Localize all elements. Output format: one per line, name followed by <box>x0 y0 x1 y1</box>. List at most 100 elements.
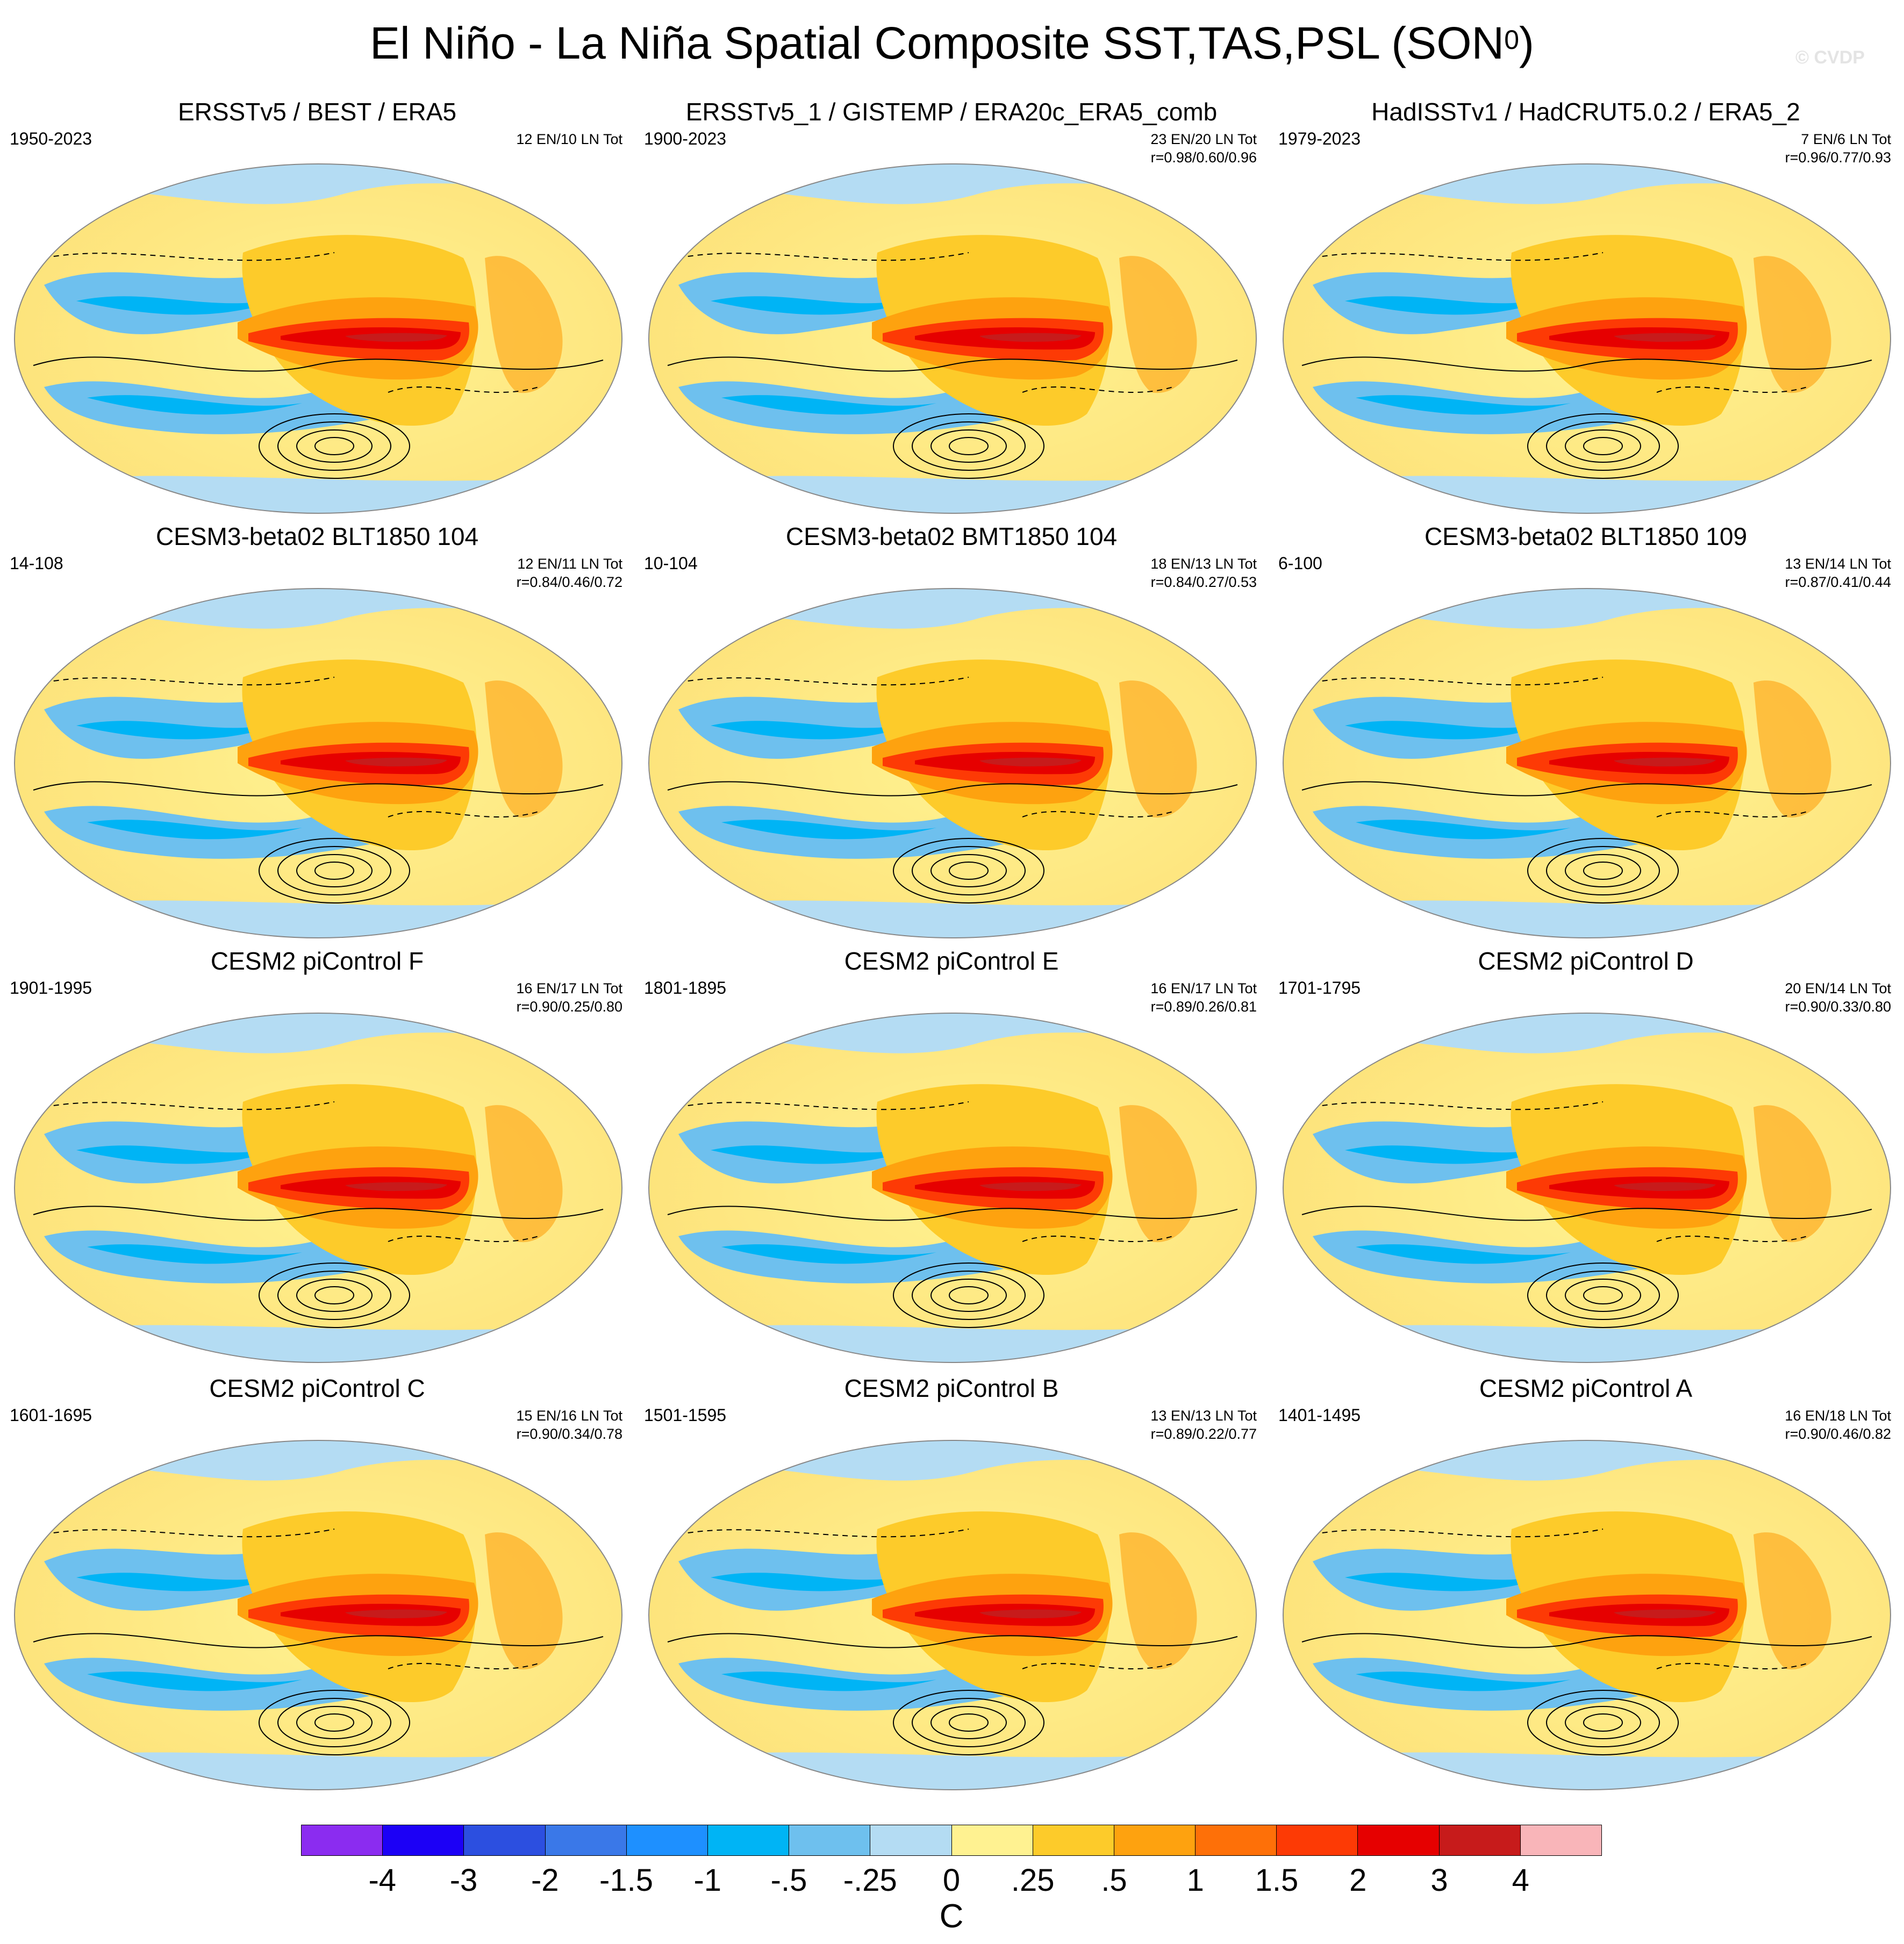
panel-stats: 12 EN/11 LN Tot r=0.84/0.46/0.72 <box>517 555 622 591</box>
panel-stats: 15 EN/16 LN Tot r=0.90/0.34/0.78 <box>516 1407 622 1443</box>
panel-title: CESM2 piControl A <box>1479 1374 1693 1402</box>
event-count: 23 EN/20 LN Tot <box>1150 131 1257 147</box>
robinson-map <box>14 1440 622 1790</box>
map-panel: CESM2 piControl D 1701-1795 20 EN/14 LN To… <box>1269 946 1903 1371</box>
panel-title: CESM2 piControl E <box>844 947 1059 975</box>
event-count: 18 EN/13 LN Tot <box>1150 556 1257 572</box>
pattern-correlation: r=0.90/0.33/0.80 <box>1785 999 1891 1015</box>
map-panel: HadISSTv1 / HadCRUT5.0.2 / ERA5_2 1979-20… <box>1269 97 1903 521</box>
pattern-correlation: r=0.90/0.34/0.78 <box>516 1426 622 1442</box>
colorbar-tick-labels: -4 -3 -2 -1.5 -1 -.5 -.25 0 .25 .5 1 1.5 2 3 4 <box>301 1862 1602 1900</box>
colorbar-tick-label: 1.5 <box>1255 1863 1299 1898</box>
colorbar-tick-label: 1 <box>1186 1863 1204 1898</box>
panel-years: 1901-1995 <box>10 978 92 998</box>
pattern-correlation: r=0.90/0.25/0.80 <box>516 999 622 1015</box>
panel-years: 1979-2023 <box>1278 129 1361 148</box>
colorbar-tick-label: -4 <box>368 1863 397 1898</box>
map-panel: CESM3-beta02 BMT1850 104 10-104 18 EN/13 L… <box>634 521 1269 946</box>
panel-years: 1501-1595 <box>644 1405 727 1425</box>
event-count: 13 EN/13 LN Tot <box>1150 1408 1257 1424</box>
map-panel: CESM2 piControl A 1401-1495 16 EN/18 LN To… <box>1269 1373 1903 1798</box>
colorbar-tick-label: -2 <box>531 1863 559 1898</box>
panel-years: 1601-1695 <box>10 1405 92 1425</box>
event-count: 16 EN/17 LN Tot <box>1150 980 1257 996</box>
robinson-map <box>1283 1440 1891 1790</box>
event-count: 12 EN/10 LN Tot <box>516 131 622 147</box>
colorbar-swatch <box>545 1825 627 1855</box>
map-panel: CESM2 piControl E 1801-1895 16 EN/17 LN To… <box>634 946 1269 1371</box>
map-panel: CESM3-beta02 BLT1850 104 14-108 12 EN/11 L… <box>0 521 634 946</box>
panel-title: CESM3-beta02 BLT1850 109 <box>1424 522 1748 550</box>
colorbar-swatch <box>383 1825 464 1855</box>
panel-years: 6-100 <box>1278 554 1322 573</box>
colorbar-tick-label: -1 <box>693 1863 722 1898</box>
panel-stats: 7 EN/6 LN Tot r=0.96/0.77/0.93 <box>1785 130 1891 167</box>
colorbar-swatch <box>789 1825 871 1855</box>
pattern-correlation: r=0.84/0.46/0.72 <box>516 574 622 590</box>
panel-title: CESM2 piControl C <box>209 1374 425 1402</box>
map-panel: CESM2 piControl B 1501-1595 13 EN/13 LN To… <box>634 1373 1269 1798</box>
colorbar-swatch <box>1358 1825 1440 1855</box>
colorbar-tick-label: -.25 <box>843 1863 897 1898</box>
panel-stats: 13 EN/14 LN Tot r=0.87/0.41/0.44 <box>1785 555 1891 591</box>
robinson-map <box>14 1013 622 1363</box>
panel-stats: 20 EN/14 LN Tot r=0.90/0.33/0.80 <box>1785 979 1891 1016</box>
robinson-map <box>1283 163 1891 514</box>
event-count: 16 EN/17 LN Tot <box>516 980 622 996</box>
colorbar <box>301 1825 1602 1856</box>
robinson-map <box>648 1013 1257 1363</box>
robinson-map <box>648 163 1257 514</box>
pattern-correlation: r=0.98/0.60/0.96 <box>1150 149 1257 166</box>
colorbar-tick-label: -3 <box>449 1863 478 1898</box>
colorbar-swatch <box>1114 1825 1196 1855</box>
panel-years: 10-104 <box>644 554 698 573</box>
colorbar-unit-label: C <box>939 1898 964 1935</box>
panel-title: CESM2 piControl D <box>1478 947 1694 975</box>
robinson-map <box>14 588 622 938</box>
panel-title: CESM3-beta02 BMT1850 104 <box>785 522 1118 550</box>
panel-title: ERSSTv5 / BEST / ERA5 <box>177 98 457 126</box>
colorbar-tick-label: .25 <box>1011 1863 1055 1898</box>
panel-stats: 16 EN/18 LN Tot r=0.90/0.46/0.82 <box>1785 1407 1891 1443</box>
colorbar-tick-label: -.5 <box>770 1863 807 1898</box>
panel-stats: 16 EN/17 LN Tot r=0.90/0.25/0.80 <box>516 979 622 1016</box>
map-panel: ERSSTv5_1 / GISTEMP / ERA20c_ERA5_comb 19… <box>634 97 1269 521</box>
pattern-correlation: r=0.87/0.41/0.44 <box>1785 574 1891 590</box>
colorbar-tick-label: -1.5 <box>599 1863 653 1898</box>
panel-stats: 16 EN/17 LN Tot r=0.89/0.26/0.81 <box>1150 979 1257 1016</box>
robinson-map <box>648 1440 1257 1790</box>
figure-title-superscript: 0 <box>1504 25 1519 55</box>
panel-stats: 12 EN/10 LN Tot <box>516 130 622 148</box>
colorbar-tick-label: 3 <box>1430 1863 1448 1898</box>
panel-title: HadISSTv1 / HadCRUT5.0.2 / ERA5_2 <box>1371 98 1800 126</box>
panel-title: CESM3-beta02 BLT1850 104 <box>155 522 479 550</box>
robinson-map <box>648 588 1257 938</box>
pattern-correlation: r=0.96/0.77/0.93 <box>1785 149 1891 166</box>
colorbar-swatch <box>1033 1825 1114 1855</box>
figure-title-close: ) <box>1519 18 1534 68</box>
pattern-correlation: r=0.90/0.46/0.82 <box>1785 1426 1891 1442</box>
robinson-map <box>1283 588 1891 938</box>
panel-years: 1401-1495 <box>1278 1405 1361 1425</box>
colorbar-swatch <box>1520 1825 1601 1855</box>
colorbar-tick-label: 2 <box>1349 1863 1367 1898</box>
event-count: 7 EN/6 LN Tot <box>1801 131 1891 147</box>
panel-stats: 18 EN/13 LN Tot r=0.84/0.27/0.53 <box>1150 555 1257 591</box>
event-count: 12 EN/11 LN Tot <box>517 556 622 572</box>
colorbar-swatch <box>626 1825 708 1855</box>
colorbar-swatch <box>1196 1825 1277 1855</box>
colorbar-tick-label: .5 <box>1101 1863 1127 1898</box>
map-panel: CESM2 piControl C 1601-1695 15 EN/16 LN To… <box>0 1373 634 1798</box>
colorbar-swatch <box>302 1825 383 1855</box>
colorbar-swatch <box>1439 1825 1521 1855</box>
pattern-correlation: r=0.89/0.26/0.81 <box>1150 999 1257 1015</box>
panel-years: 14-108 <box>10 554 63 573</box>
panel-years: 1900-2023 <box>644 129 727 148</box>
map-panel: CESM2 piControl F 1901-1995 16 EN/17 LN To… <box>0 946 634 1371</box>
robinson-map <box>14 163 622 514</box>
colorbar-swatch <box>870 1825 952 1855</box>
pattern-correlation: r=0.89/0.22/0.77 <box>1150 1426 1257 1442</box>
colorbar-swatch <box>951 1825 1033 1855</box>
event-count: 16 EN/18 LN Tot <box>1785 1408 1891 1424</box>
panel-title: ERSSTv5_1 / GISTEMP / ERA20c_ERA5_comb <box>685 98 1218 126</box>
